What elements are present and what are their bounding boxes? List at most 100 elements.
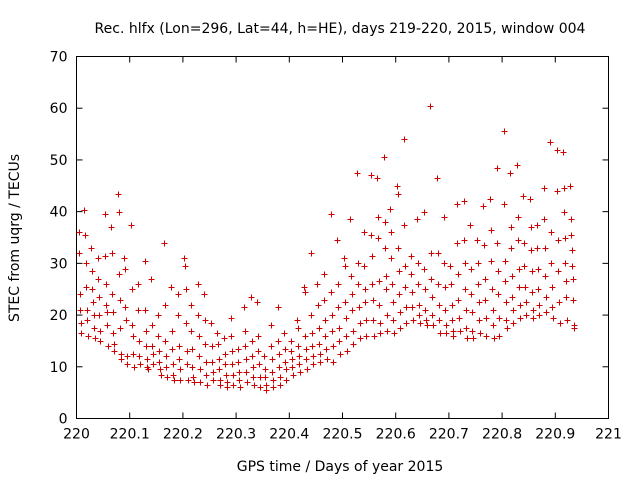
data-point <box>249 353 256 360</box>
data-point <box>236 369 243 376</box>
data-point <box>254 299 261 306</box>
data-point <box>468 291 475 298</box>
data-point <box>527 196 534 203</box>
data-point <box>562 260 569 267</box>
data-point <box>191 379 198 386</box>
data-point <box>116 271 123 278</box>
data-point <box>336 325 343 332</box>
data-point <box>130 333 137 340</box>
data-point <box>109 250 116 257</box>
x-tick-label: 220.4 <box>269 427 309 443</box>
data-point <box>295 343 302 350</box>
data-point <box>415 260 422 267</box>
data-point <box>156 359 163 366</box>
data-point <box>308 250 315 257</box>
y-tick-label: 10 <box>50 360 68 376</box>
data-point <box>454 240 461 247</box>
data-point <box>362 286 369 293</box>
data-point <box>261 353 268 360</box>
data-point <box>536 302 543 309</box>
data-point <box>262 374 269 381</box>
data-point <box>268 322 275 329</box>
data-point <box>422 286 429 293</box>
data-point <box>408 253 415 260</box>
data-point <box>416 302 423 309</box>
data-point <box>163 364 170 371</box>
data-point <box>129 322 136 329</box>
data-point <box>436 317 443 324</box>
data-point <box>96 294 103 301</box>
data-point <box>229 361 236 368</box>
data-point <box>516 266 523 273</box>
data-point <box>402 284 409 291</box>
data-point <box>84 307 91 314</box>
data-point <box>376 278 383 285</box>
data-point <box>248 294 255 301</box>
data-point <box>343 333 350 340</box>
data-point <box>224 384 231 391</box>
data-point <box>469 309 476 316</box>
data-point <box>185 377 192 384</box>
data-point <box>203 359 210 366</box>
data-point <box>336 338 343 345</box>
data-point <box>483 333 490 340</box>
data-point <box>443 330 450 337</box>
data-point <box>397 325 404 332</box>
y-tick-label: 70 <box>50 50 68 66</box>
data-point <box>447 263 454 270</box>
y-axis-label: STEC from uqrg / TECUs <box>7 154 23 322</box>
data-point <box>476 299 483 306</box>
data-point <box>477 330 484 337</box>
data-point <box>517 315 524 322</box>
data-point <box>303 346 310 353</box>
data-point <box>243 369 250 376</box>
data-point <box>496 315 503 322</box>
data-point <box>480 203 487 210</box>
data-point <box>85 333 92 340</box>
data-point <box>128 222 135 229</box>
data-point <box>455 297 462 304</box>
data-point <box>450 333 457 340</box>
data-point <box>542 273 549 280</box>
data-point <box>288 348 295 355</box>
data-point <box>143 343 150 350</box>
data-point <box>415 281 422 288</box>
data-point <box>157 366 164 373</box>
data-point <box>309 330 316 337</box>
data-point <box>567 183 574 190</box>
data-point <box>124 353 131 360</box>
data-point <box>375 235 382 242</box>
data-point <box>281 330 288 337</box>
data-point <box>124 361 131 368</box>
x-tick-label: 220.9 <box>535 427 575 443</box>
data-point <box>528 247 535 254</box>
data-point <box>111 348 118 355</box>
data-point <box>242 328 249 335</box>
data-point <box>488 258 495 265</box>
data-point <box>83 260 90 267</box>
data-point <box>121 255 128 262</box>
data-point <box>268 343 275 350</box>
data-point <box>317 359 324 366</box>
data-point <box>143 328 150 335</box>
data-point <box>329 328 336 335</box>
data-point <box>148 276 155 283</box>
data-point <box>514 162 521 169</box>
data-point <box>422 307 429 314</box>
data-point <box>501 201 508 208</box>
data-point <box>409 304 416 311</box>
data-point <box>442 307 449 314</box>
data-point <box>520 193 527 200</box>
data-point <box>303 356 310 363</box>
data-point <box>342 263 349 270</box>
data-point <box>349 307 356 314</box>
data-point <box>83 284 90 291</box>
data-point <box>441 260 448 267</box>
y-tick-label: 60 <box>50 101 68 117</box>
data-point <box>276 364 283 371</box>
data-point <box>427 103 434 110</box>
data-point <box>421 209 428 216</box>
data-point <box>149 322 156 329</box>
data-point <box>534 222 541 229</box>
data-point <box>176 343 183 350</box>
